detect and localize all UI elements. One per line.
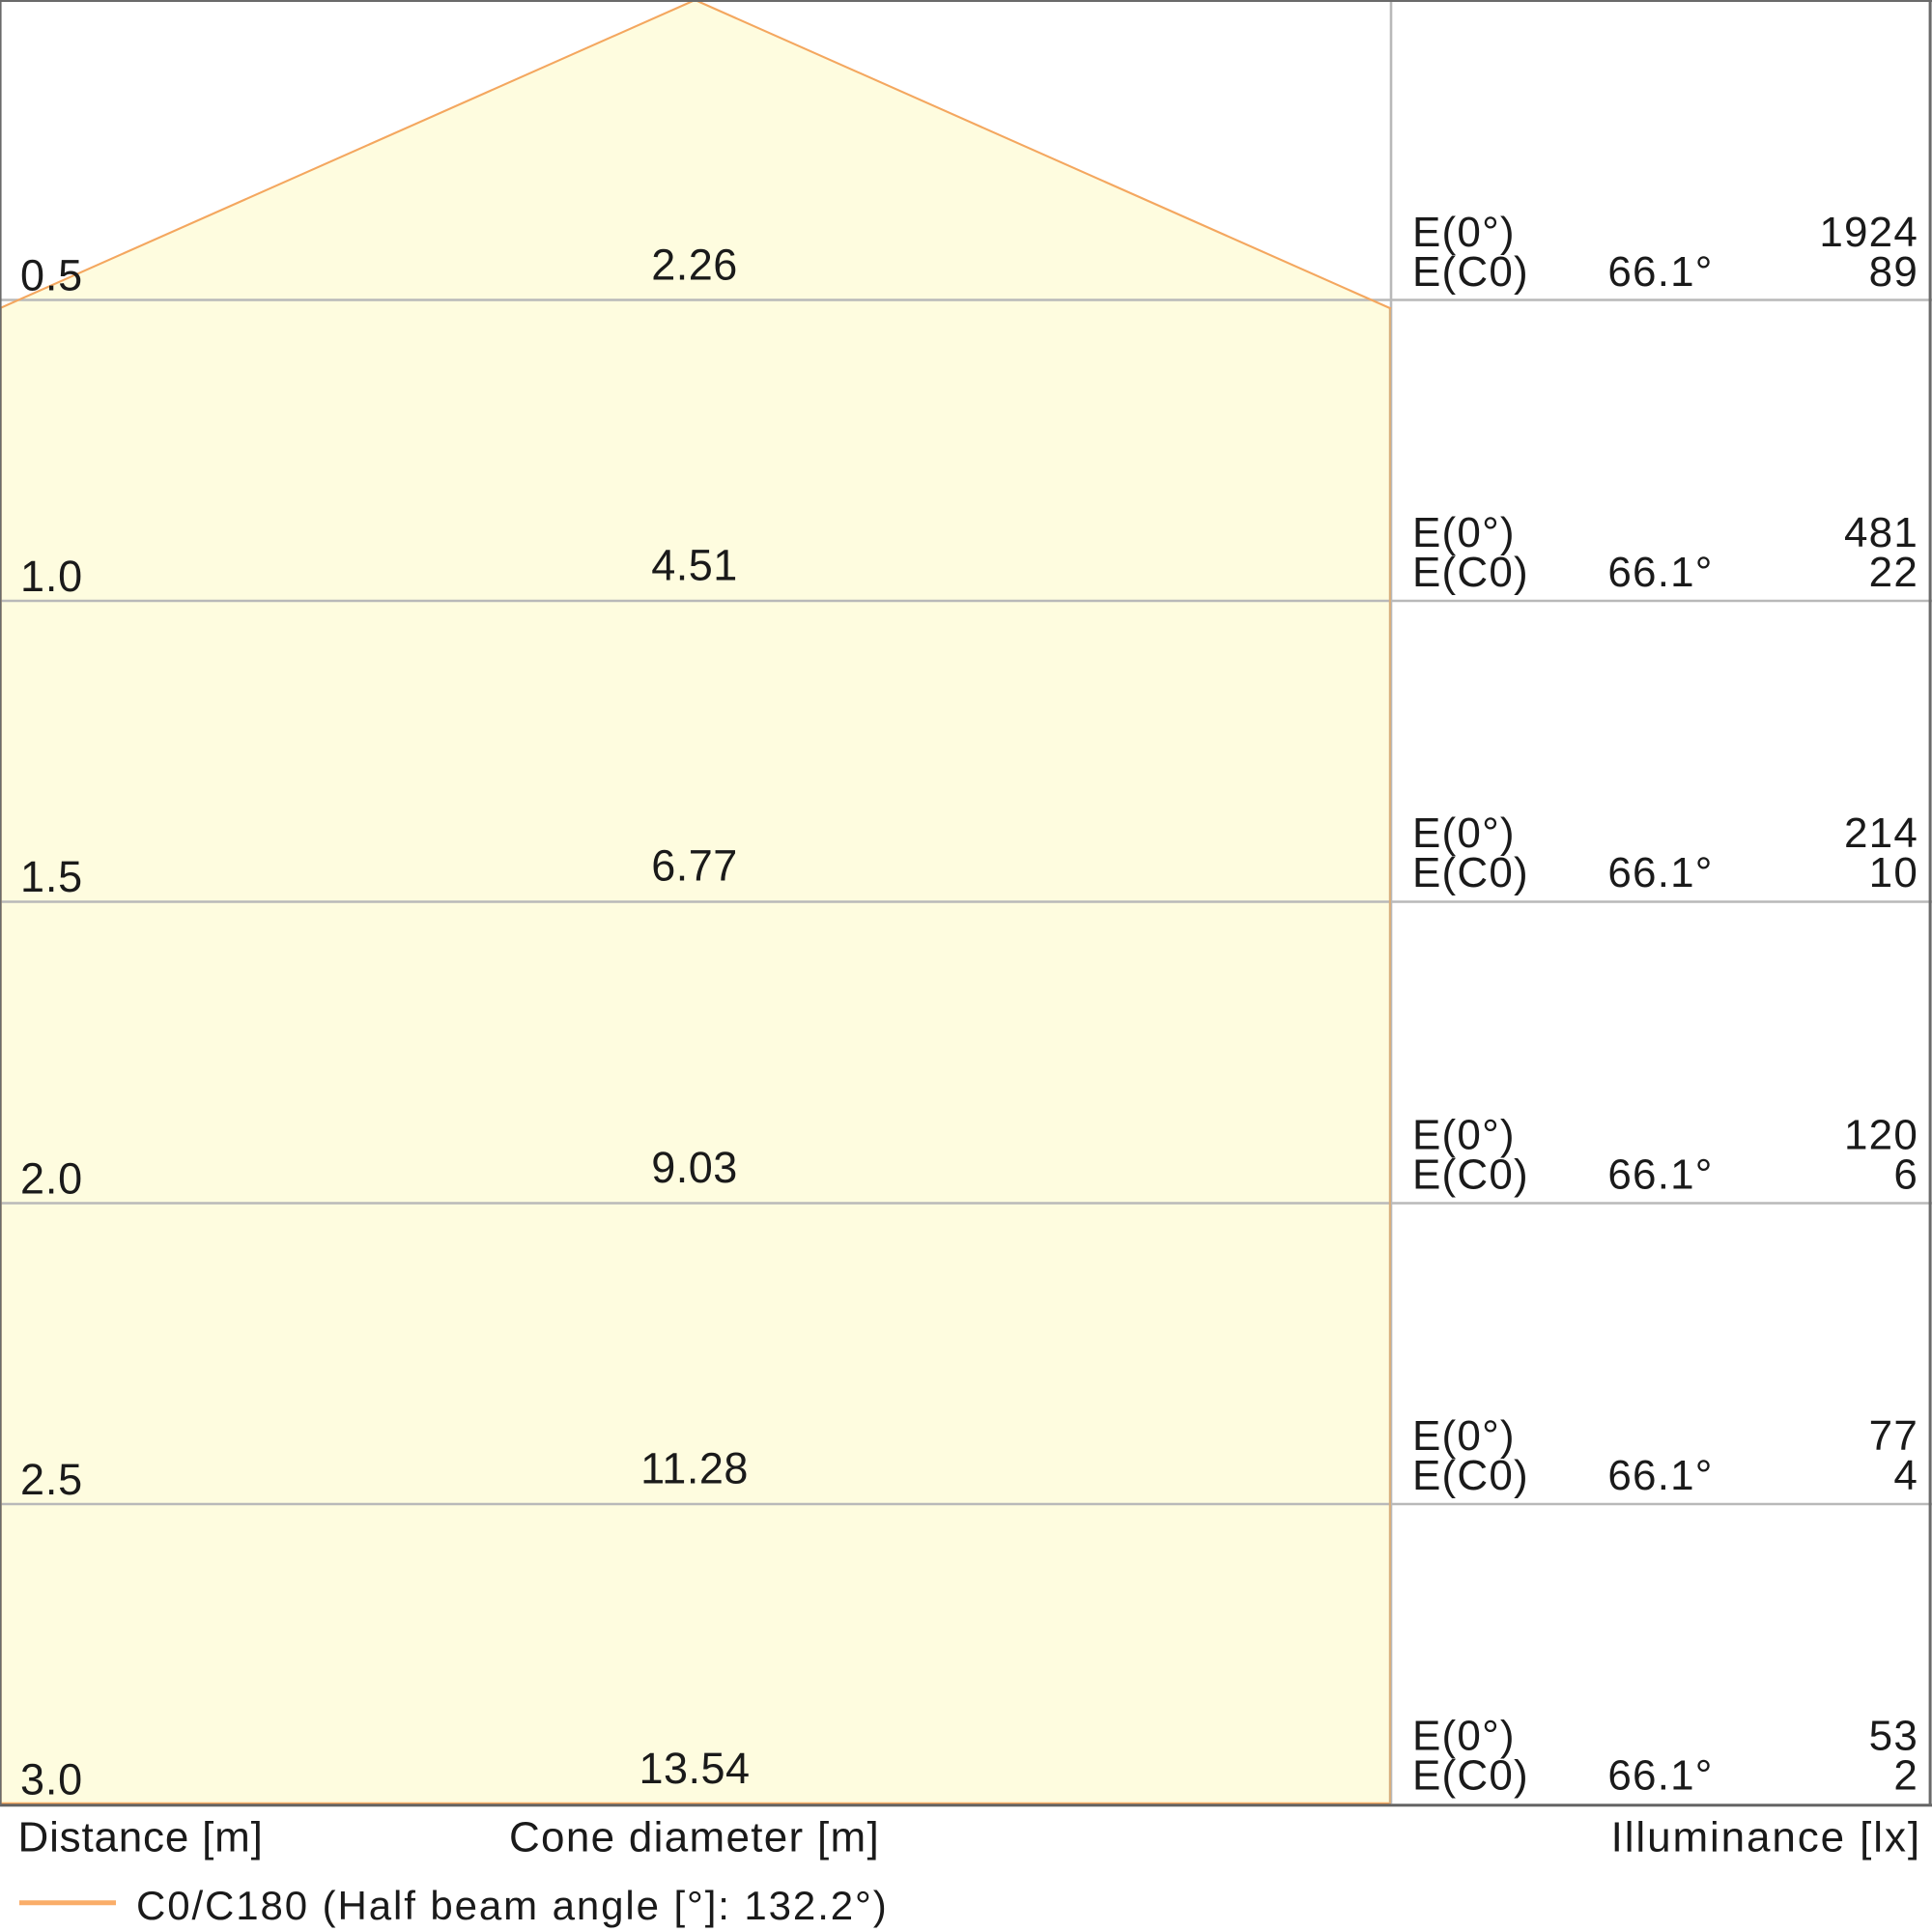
svg-text:13.54: 13.54: [639, 1744, 750, 1793]
svg-text:E(0°): E(0°): [1412, 209, 1516, 256]
svg-text:120: 120: [1844, 1112, 1918, 1159]
svg-text:0.5: 0.5: [20, 251, 83, 300]
svg-text:481: 481: [1844, 509, 1918, 556]
svg-text:E(0°): E(0°): [1412, 1112, 1516, 1159]
svg-text:2.5: 2.5: [20, 1455, 83, 1504]
svg-text:66.1°: 66.1°: [1607, 849, 1713, 896]
svg-text:E(C0): E(C0): [1412, 1752, 1529, 1800]
svg-text:4: 4: [1893, 1452, 1918, 1499]
svg-text:1.5: 1.5: [20, 852, 83, 901]
svg-text:Cone diameter [m]: Cone diameter [m]: [509, 1814, 880, 1861]
svg-text:11.28: 11.28: [640, 1444, 749, 1493]
svg-text:E(0°): E(0°): [1412, 1713, 1516, 1760]
svg-text:Illuminance [lx]: Illuminance [lx]: [1611, 1814, 1921, 1861]
svg-text:E(C0): E(C0): [1412, 849, 1529, 896]
svg-text:10: 10: [1869, 849, 1918, 896]
svg-text:89: 89: [1869, 248, 1918, 296]
svg-text:E(C0): E(C0): [1412, 1151, 1529, 1199]
svg-text:2.26: 2.26: [651, 241, 738, 290]
svg-text:77: 77: [1869, 1412, 1918, 1460]
svg-text:66.1°: 66.1°: [1607, 248, 1713, 296]
svg-text:E(C0): E(C0): [1412, 248, 1529, 296]
svg-text:Distance [m]: Distance [m]: [18, 1814, 264, 1861]
svg-text:4.51: 4.51: [651, 541, 738, 590]
svg-text:9.03: 9.03: [651, 1143, 738, 1192]
svg-text:E(0°): E(0°): [1412, 509, 1516, 556]
svg-text:E(0°): E(0°): [1412, 810, 1516, 857]
svg-text:6: 6: [1893, 1151, 1918, 1199]
svg-text:C0/C180 (Half beam angle [°]:: C0/C180 (Half beam angle [°]: 132.2°): [136, 1883, 889, 1928]
svg-text:3.0: 3.0: [20, 1755, 83, 1804]
svg-text:E(C0): E(C0): [1412, 1452, 1529, 1499]
svg-text:214: 214: [1844, 810, 1918, 857]
svg-text:E(C0): E(C0): [1412, 549, 1529, 596]
svg-text:66.1°: 66.1°: [1607, 1752, 1713, 1800]
svg-text:1924: 1924: [1819, 209, 1918, 256]
svg-text:6.77: 6.77: [651, 841, 738, 891]
svg-text:E(0°): E(0°): [1412, 1412, 1516, 1460]
svg-text:66.1°: 66.1°: [1607, 1452, 1713, 1499]
svg-text:2.0: 2.0: [20, 1154, 83, 1204]
svg-text:2: 2: [1893, 1752, 1918, 1800]
svg-text:22: 22: [1869, 549, 1918, 596]
svg-text:53: 53: [1869, 1713, 1918, 1760]
svg-text:66.1°: 66.1°: [1607, 1151, 1713, 1199]
svg-text:66.1°: 66.1°: [1607, 549, 1713, 596]
svg-text:1.0: 1.0: [20, 552, 83, 601]
